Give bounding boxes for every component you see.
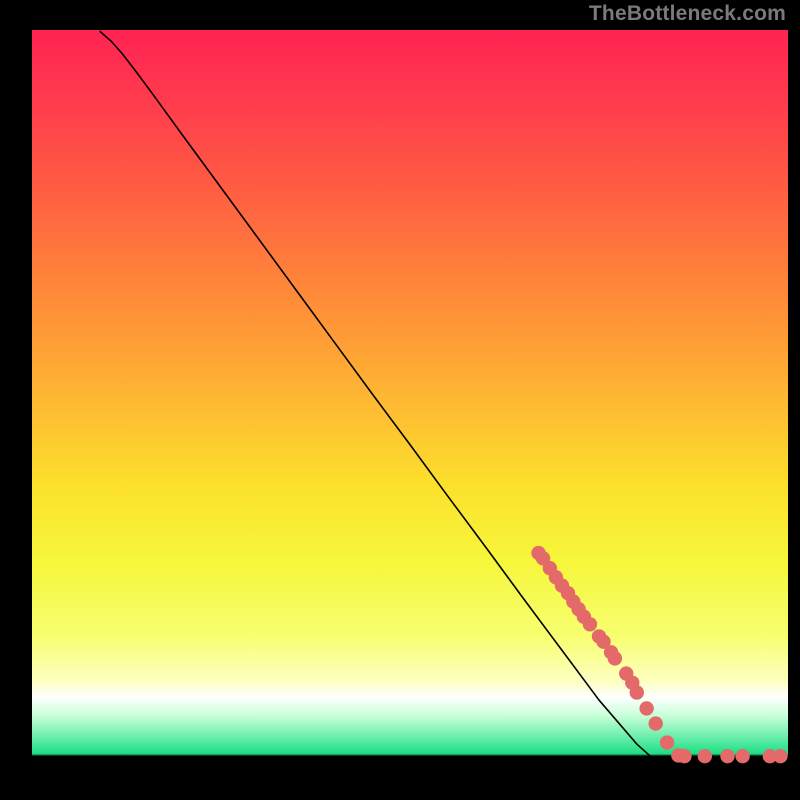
- data-point: [720, 749, 734, 763]
- chart-container: { "watermark": { "text": "TheBottleneck.…: [0, 0, 800, 800]
- data-point: [608, 651, 622, 665]
- data-point: [773, 749, 787, 763]
- data-point: [649, 716, 663, 730]
- data-point: [735, 749, 749, 763]
- performance-curve-chart: [0, 0, 800, 800]
- data-point: [677, 749, 691, 763]
- data-point: [583, 617, 597, 631]
- watermark-text: TheBottleneck.com: [589, 2, 786, 26]
- data-point: [630, 685, 644, 699]
- gradient-background: [32, 30, 788, 788]
- data-point: [660, 735, 674, 749]
- data-point: [639, 701, 653, 715]
- data-point: [698, 749, 712, 763]
